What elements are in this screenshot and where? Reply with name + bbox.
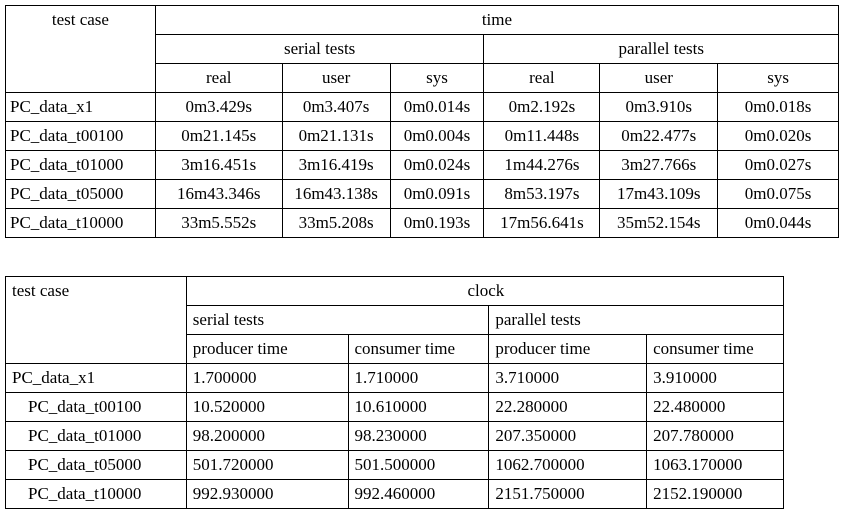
test-case-cell: PC_data_t10000: [5, 208, 156, 238]
table-header-row: producer time consumer time producer tim…: [6, 334, 784, 364]
column-header: sys: [389, 63, 485, 93]
table-cell: 0m2.192s: [483, 92, 601, 122]
table-header-row: real user sys real user sys: [6, 63, 839, 93]
table-cell: 0m0.091s: [389, 179, 485, 209]
column-header: producer time: [488, 334, 648, 364]
table-cell: 0m0.004s: [389, 121, 485, 151]
column-header: user: [599, 63, 719, 93]
serial-tests-header: serial tests: [154, 34, 485, 64]
table-cell: 1.700000: [185, 363, 349, 393]
table-cell: 0m0.014s: [389, 92, 485, 122]
table-cell: 501.500000: [347, 450, 490, 480]
test-case-cell: PC_data_t10000: [5, 479, 187, 509]
table-cell: 0m3.407s: [281, 92, 391, 122]
table-cell: 3.910000: [646, 363, 784, 393]
column-header: producer time: [185, 334, 349, 364]
table-row: PC_data_x1 0m3.429s 0m3.407s 0m0.014s 0m…: [5, 92, 839, 122]
test-case-cell: PC_data_t00100: [5, 121, 156, 151]
table-cell: 0m3.910s: [599, 92, 719, 122]
table-cell: 992.460000: [347, 479, 490, 509]
test-case-cell: PC_data_t01000: [5, 421, 187, 451]
table-cell: 10.610000: [347, 392, 490, 422]
table-cell: 3m27.766s: [599, 150, 719, 180]
column-header: consumer time: [347, 334, 490, 364]
table-header-row: serial tests parallel tests: [6, 34, 839, 64]
table-cell: 22.480000: [646, 392, 784, 422]
table-header-row: test case clock: [5, 276, 785, 364]
table-cell: 207.350000: [488, 421, 648, 451]
test-case-cell: PC_data_t01000: [5, 150, 156, 180]
time-group-header: time: [154, 5, 840, 35]
table-cell: 0m11.448s: [483, 121, 601, 151]
test-case-cell: PC_data_t05000: [5, 450, 187, 480]
table-cell: 17m56.641s: [483, 208, 601, 238]
table-cell: 0m21.145s: [154, 121, 283, 151]
table-cell: 3m16.419s: [281, 150, 391, 180]
table-cell: 16m43.346s: [154, 179, 283, 209]
column-header: user: [281, 63, 391, 93]
table-cell: 33m5.208s: [281, 208, 391, 238]
table-cell: 0m0.193s: [389, 208, 485, 238]
column-header: consumer time: [646, 334, 784, 364]
clock-table: test case clock serial tests parallel te…: [5, 276, 785, 509]
column-header: sys: [717, 63, 839, 93]
table-cell: 35m52.154s: [599, 208, 719, 238]
table-row: PC_data_t01000 98.200000 98.230000 207.3…: [5, 421, 784, 451]
test-case-cell: PC_data_x1: [5, 363, 187, 393]
table-cell: 501.720000: [185, 450, 349, 480]
clock-group-header: clock: [185, 276, 785, 306]
test-case-header: test case: [5, 5, 156, 93]
column-header: real: [483, 63, 601, 93]
table-cell: 1.710000: [347, 363, 490, 393]
table-cell: 98.230000: [347, 421, 490, 451]
table-cell: 0m0.075s: [717, 179, 839, 209]
table-cell: 1063.170000: [646, 450, 784, 480]
test-case-header: test case: [5, 276, 187, 364]
table-cell: 1062.700000: [488, 450, 648, 480]
test-case-cell: PC_data_t05000: [5, 179, 156, 209]
table-cell: 8m53.197s: [483, 179, 601, 209]
table-cell: 0m3.429s: [154, 92, 283, 122]
test-case-cell: PC_data_t00100: [5, 392, 187, 422]
serial-tests-header: serial tests: [185, 305, 490, 335]
table-cell: 992.930000: [185, 479, 349, 509]
table-cell: 0m0.044s: [717, 208, 839, 238]
table-header-row: test case time: [5, 5, 840, 93]
table-cell: 0m0.024s: [389, 150, 485, 180]
table-cell: 10.520000: [185, 392, 349, 422]
parallel-tests-header: parallel tests: [488, 305, 784, 335]
table-row: PC_data_t00100 0m21.145s 0m21.131s 0m0.0…: [5, 121, 839, 151]
table-row: PC_data_t05000 501.720000 501.500000 106…: [5, 450, 784, 480]
table-cell: 98.200000: [185, 421, 349, 451]
table-cell: 0m21.131s: [281, 121, 391, 151]
time-table: test case time serial tests parallel tes…: [5, 5, 840, 238]
table-cell: 0m0.020s: [717, 121, 839, 151]
table-cell: 207.780000: [646, 421, 784, 451]
table-cell: 2151.750000: [488, 479, 648, 509]
table-cell: 22.280000: [488, 392, 648, 422]
table-row: PC_data_t01000 3m16.451s 3m16.419s 0m0.0…: [5, 150, 839, 180]
test-case-cell: PC_data_x1: [5, 92, 156, 122]
table-cell: 2152.190000: [646, 479, 784, 509]
table-cell: 3m16.451s: [154, 150, 283, 180]
table-row: PC_data_t00100 10.520000 10.610000 22.28…: [5, 392, 784, 422]
table-cell: 33m5.552s: [154, 208, 283, 238]
table-cell: 0m0.018s: [717, 92, 839, 122]
table-row: PC_data_t10000 33m5.552s 33m5.208s 0m0.1…: [5, 208, 839, 238]
table-header-row: serial tests parallel tests: [6, 305, 784, 335]
table-cell: 17m43.109s: [599, 179, 719, 209]
table-cell: 16m43.138s: [281, 179, 391, 209]
table-row: PC_data_t10000 992.930000 992.460000 215…: [5, 479, 784, 509]
table-row: PC_data_t05000 16m43.346s 16m43.138s 0m0…: [5, 179, 839, 209]
parallel-tests-header: parallel tests: [483, 34, 839, 64]
table-cell: 1m44.276s: [483, 150, 601, 180]
table-cell: 3.710000: [488, 363, 648, 393]
table-row: PC_data_x1 1.700000 1.710000 3.710000 3.…: [5, 363, 784, 393]
column-header: real: [154, 63, 283, 93]
table-cell: 0m22.477s: [599, 121, 719, 151]
table-cell: 0m0.027s: [717, 150, 839, 180]
